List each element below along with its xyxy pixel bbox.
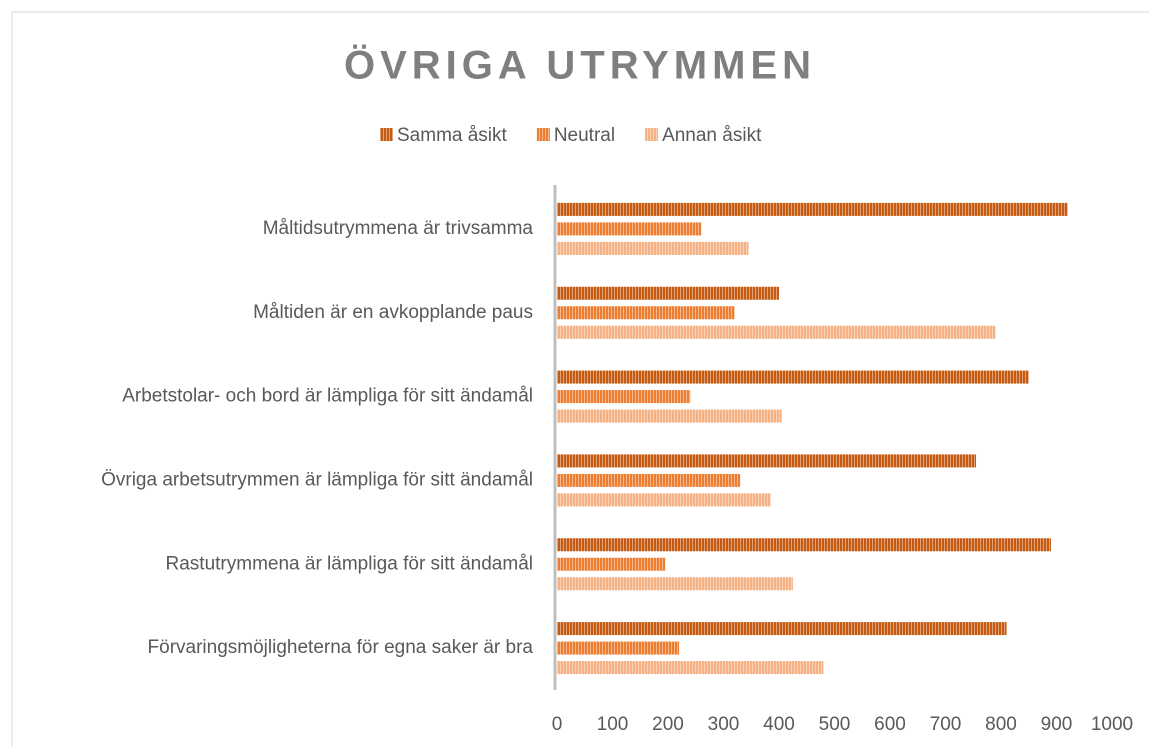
chart-border <box>11 11 1149 747</box>
x-tick-label: 900 <box>1041 714 1073 735</box>
bar <box>557 577 793 591</box>
bar <box>557 390 691 404</box>
y-tick-label: Arbetstolar- och bord är lämpliga för si… <box>122 386 533 407</box>
y-tick-label: Måltiden är en avkopplande paus <box>253 302 533 323</box>
legend-label: Samma åsikt <box>397 125 508 146</box>
legend-label: Annan åsikt <box>662 125 762 146</box>
bar <box>557 454 977 468</box>
bar <box>557 222 702 236</box>
x-tick-label: 400 <box>763 714 795 735</box>
bar <box>557 241 749 255</box>
y-tick-label: Övriga arbetsutrymmen är lämpliga för si… <box>101 469 533 490</box>
y-tick-label: Förvaringsmöjligheterna för egna saker ä… <box>148 637 534 658</box>
bar <box>557 473 741 487</box>
y-tick-label: Rastutrymmena är lämpliga för sitt ändam… <box>166 553 533 574</box>
x-tick-label: 700 <box>930 714 962 735</box>
bar <box>557 493 771 507</box>
chart-title: ÖVRIGA UTRYMMEN <box>344 43 816 88</box>
bar <box>557 325 996 339</box>
bar <box>557 370 1029 384</box>
bar <box>557 622 1007 636</box>
x-tick-label: 800 <box>985 714 1017 735</box>
bar <box>557 306 735 320</box>
legend-swatch <box>380 128 393 141</box>
x-tick-label: 100 <box>597 714 629 735</box>
bar <box>557 641 680 655</box>
x-tick-label: 0 <box>552 714 563 735</box>
x-tick-label: 600 <box>874 714 906 735</box>
x-tick-label: 1000 <box>1091 714 1133 735</box>
x-tick-label: 500 <box>819 714 851 735</box>
y-tick-label: Måltidsutrymmena är trivsamma <box>263 218 534 239</box>
x-tick-label: 200 <box>652 714 684 735</box>
legend-swatch <box>645 128 659 141</box>
bar <box>557 202 1068 216</box>
x-tick-label: 300 <box>708 714 740 735</box>
legend-swatch <box>536 128 550 141</box>
bar <box>557 557 666 571</box>
bar <box>557 286 779 300</box>
legend-label: Neutral <box>554 125 615 146</box>
bar <box>557 409 782 423</box>
bar <box>557 661 824 675</box>
bar <box>557 538 1051 552</box>
